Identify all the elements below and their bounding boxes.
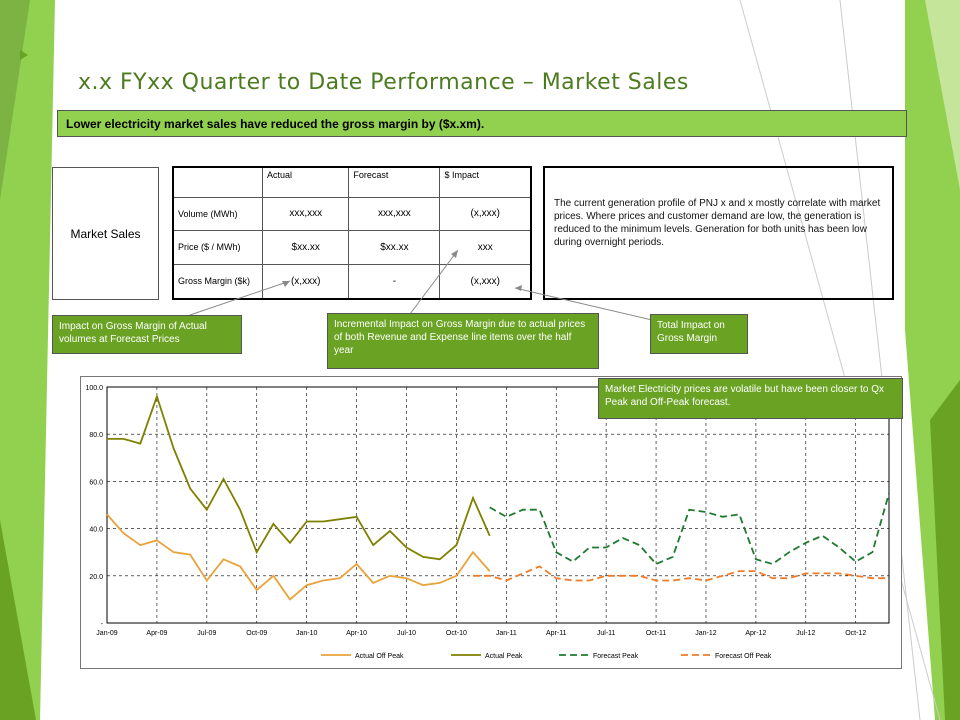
commentary-box: The current generation profile of PNJ x … [543,166,894,300]
x-tick-label: Jan-11 [496,630,517,637]
market-sales-label: Market Sales [52,167,159,300]
x-tick-label: Jan-10 [296,630,318,637]
y-tick-label: 80.0 [89,432,103,439]
chart-svg: - 20.0 40.0 60.0 80.0 100.0 Jan-09 Apr-09 Jul-09… [85,385,890,660]
price-line-chart: - 20.0 40.0 60.0 80.0 100.0 Jan-09 Apr-09 Jul-09… [80,376,902,669]
callout-total-impact: Total Impact on Gross Margin [650,314,748,354]
summary-banner: Lower electricity market sales have redu… [57,110,907,137]
actual-value: (x,xxx) [261,263,350,300]
forecast-value: - [348,263,441,300]
x-tick-label: Jan-09 [96,630,118,637]
slide-title: x.x FYxx Quarter to Date Performance – M… [78,70,689,95]
metrics-table: Actual Forecast $ Impact Volume (MWh) xx… [172,166,532,300]
series-line-forecast-peak [489,492,890,566]
forecast-value: $xx.xx [348,230,441,265]
impact-value: (x,xxx) [439,196,532,232]
x-tick-label: Oct-10 [446,630,467,637]
x-tick-label: Jul-09 [197,630,216,637]
x-tick-label: Apr-11 [546,630,567,637]
y-tick-label: 100.0 [85,385,103,392]
series-line-actual-peak [107,393,491,561]
table-row: Volume (MWh) xxx,xxx xxx,xxx (x,xxx) [172,196,532,232]
callout-volatility: Market Electricity prices are volatile b… [598,378,903,419]
x-tick-label: Jan-12 [695,630,717,637]
table-header-cell: $ Impact [439,166,532,198]
table-header-cell [172,166,263,198]
x-tick-label: Oct-12 [845,630,866,637]
y-tick-label: 60.0 [89,479,103,486]
x-tick-label: Oct-11 [646,630,667,637]
row-label: Price ($ / MWh) [172,230,263,265]
x-tick-label: Oct-09 [246,630,267,637]
row-label: Gross Margin ($k) [172,263,263,300]
table-header-row: Actual Forecast $ Impact [172,166,532,198]
legend-label: Forecast Off Peak [715,653,772,660]
legend-label: Actual Off Peak [355,653,404,660]
y-tick-label: 40.0 [89,527,103,534]
table-header-cell: Forecast [348,166,441,198]
series-line-actual-off-peak [106,513,491,601]
table-row: Price ($ / MWh) $xx.xx $xx.xx xxx [172,230,532,265]
x-tick-label: Apr-09 [146,630,167,637]
x-tick-label: Jul-10 [397,630,416,637]
forecast-value: xxx,xxx [348,196,441,232]
y-tick-label: - [101,621,104,628]
x-tick-label: Jul-12 [796,630,815,637]
table-header-cell: Actual [261,166,350,198]
table-row: Gross Margin ($k) (x,xxx) - (x,xxx) [172,263,532,300]
actual-value: xxx,xxx [261,196,350,232]
x-tick-label: Jul-11 [597,630,616,637]
y-tick-label: 20.0 [89,574,103,581]
impact-value: (x,xxx) [439,263,532,300]
impact-value: xxx [439,230,532,265]
callout-forecast-prices: Impact on Gross Margin of Actual volumes… [52,315,242,354]
callout-incremental-impact: Incremental Impact on Gross Margin due t… [327,313,599,369]
series-line-forecast-off-peak [473,565,889,582]
plot-area [106,386,890,624]
x-tick-label: Apr-12 [745,630,766,637]
x-tick-label: Apr-10 [346,630,367,637]
legend-label: Actual Peak [485,653,523,660]
legend-label: Forecast Peak [593,653,639,660]
actual-value: $xx.xx [261,230,350,265]
row-label: Volume (MWh) [172,196,263,232]
